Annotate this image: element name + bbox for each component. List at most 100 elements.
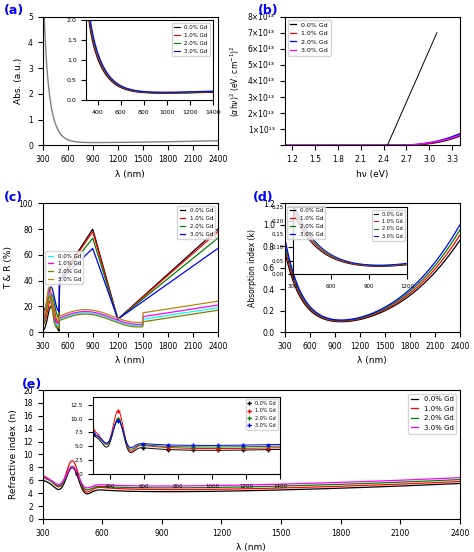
0.0% Gd: [282, 247, 287, 253]
0.0% Gd: [123, 309, 129, 315]
2.0% Gd: [448, 477, 454, 484]
2.0% Gd: [408, 141, 414, 148]
0.0% Gd: [40, 477, 46, 484]
0.0% Gd: [215, 226, 221, 232]
0.0% Gd: [183, 254, 189, 261]
2.0% Gd: [453, 233, 459, 240]
0.0% Gd: [303, 142, 309, 148]
2.0% Gd: [290, 482, 295, 489]
2.0% Gd: [135, 300, 141, 306]
0.0% Gd: [339, 142, 345, 148]
0.0% Gd: [366, 314, 372, 320]
1.0% Gd: [409, 142, 415, 148]
0.0% Gd: [211, 230, 217, 236]
Legend: 0.0% Gd, 1.0% Gd, 2.0% Gd, 3.0% Gd: 0.0% Gd, 1.0% Gd, 2.0% Gd, 3.0% Gd: [409, 394, 456, 433]
0.0% Gd: [338, 319, 344, 325]
2.0% Gd: [303, 142, 309, 148]
3.0% Gd: [290, 481, 295, 487]
Line: 1.0% Gd: 1.0% Gd: [284, 235, 460, 321]
2.0% Gd: [115, 316, 121, 322]
X-axis label: λ (nm): λ (nm): [357, 357, 387, 365]
Line: 0.0% Gd: 0.0% Gd: [43, 468, 460, 494]
0.0% Gd: [46, 290, 52, 297]
0.0% Gd: [365, 314, 371, 321]
3.0% Gd: [338, 317, 344, 323]
2.0% Gd: [386, 302, 392, 309]
0.0% Gd: [135, 322, 141, 329]
0.0% Gd: [453, 243, 459, 250]
1.0% Gd: [290, 484, 295, 491]
3.0% Gd: [40, 315, 46, 321]
1.0% Gd: [339, 142, 345, 148]
1.0% Gd: [123, 309, 129, 315]
1.0% Gd: [338, 318, 344, 325]
1.0% Gd: [123, 320, 129, 326]
2.0% Gd: [392, 142, 398, 148]
3.0% Gd: [40, 309, 46, 315]
2.0% Gd: [457, 227, 463, 233]
2.0% Gd: [365, 312, 371, 319]
1.0% Gd: [46, 288, 52, 294]
0.0% Gd: [40, 321, 46, 328]
3.0% Gd: [383, 477, 389, 484]
1.0% Gd: [377, 309, 383, 315]
0.0% Gd: [215, 304, 221, 311]
3.0% Gd: [135, 319, 141, 326]
3.0% Gd: [40, 474, 46, 480]
Text: (c): (c): [4, 191, 23, 204]
0.0% Gd: [144, 290, 150, 296]
3.0% Gd: [366, 311, 372, 318]
0.0% Gd: [123, 321, 129, 327]
3.0% Gd: [135, 302, 141, 309]
1.0% Gd: [365, 313, 371, 320]
0.0% Gd: [211, 305, 217, 311]
0.0% Gd: [457, 480, 463, 487]
0.0% Gd: [184, 309, 190, 316]
1.0% Gd: [239, 486, 245, 492]
2.0% Gd: [457, 130, 463, 137]
3.0% Gd: [303, 142, 309, 148]
1.0% Gd: [124, 308, 130, 315]
2.0% Gd: [123, 309, 129, 316]
X-axis label: λ (nm): λ (nm): [115, 169, 145, 179]
1.0% Gd: [215, 229, 221, 235]
0.0% Gd: [40, 328, 46, 335]
1.0% Gd: [144, 290, 150, 297]
3.0% Gd: [145, 295, 150, 301]
2.0% Gd: [383, 479, 389, 486]
Line: 0.0% Gd: 0.0% Gd: [284, 136, 460, 145]
2.0% Gd: [211, 238, 217, 245]
3.0% Gd: [408, 141, 414, 148]
Text: (d): (d): [253, 191, 273, 204]
Line: 0.0% Gd: 0.0% Gd: [284, 240, 460, 322]
1.0% Gd: [392, 142, 398, 148]
2.0% Gd: [56, 325, 62, 332]
2.0% Gd: [215, 235, 221, 241]
1.0% Gd: [303, 142, 309, 148]
0.0% Gd: [408, 142, 414, 148]
1.0% Gd: [457, 232, 463, 238]
Y-axis label: Refractive index (n): Refractive index (n): [9, 410, 18, 500]
1.0% Gd: [184, 306, 190, 313]
3.0% Gd: [267, 481, 273, 488]
Legend: 0.0% Gd, 1.0% Gd, 2.0% Gd, 3.0% Gd: 0.0% Gd, 1.0% Gd, 2.0% Gd, 3.0% Gd: [46, 251, 83, 284]
Line: 2.0% Gd: 2.0% Gd: [43, 466, 460, 490]
0.0% Gd: [457, 133, 463, 140]
1.0% Gd: [453, 238, 459, 245]
3.0% Gd: [457, 132, 463, 139]
3.0% Gd: [184, 267, 190, 274]
3.0% Gd: [409, 141, 415, 148]
3.0% Gd: [215, 245, 221, 252]
1.0% Gd: [40, 473, 46, 479]
Line: 2.0% Gd: 2.0% Gd: [284, 230, 460, 321]
Line: 3.0% Gd: 3.0% Gd: [284, 225, 460, 320]
1.0% Gd: [366, 313, 372, 320]
Line: 0.0% Gd: 0.0% Gd: [43, 294, 218, 326]
2.0% Gd: [125, 308, 130, 315]
Line: 2.0% Gd: 2.0% Gd: [43, 296, 218, 328]
2.0% Gd: [40, 323, 46, 330]
0.0% Gd: [125, 321, 130, 328]
2.0% Gd: [366, 312, 372, 319]
1.0% Gd: [457, 478, 463, 485]
1.0% Gd: [386, 304, 392, 311]
